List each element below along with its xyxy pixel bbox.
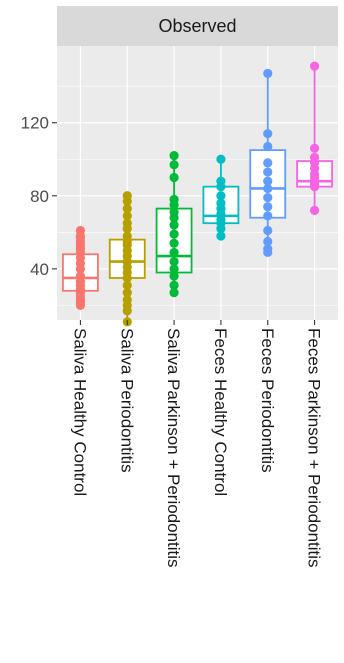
plot-panel bbox=[57, 46, 338, 320]
y-axis: 40 80 120 bbox=[21, 114, 57, 279]
x-category-label: Saliva Healthy Control bbox=[70, 328, 89, 496]
data-point bbox=[122, 224, 132, 234]
x-axis: Saliva Healthy Control Saliva Periodontit… bbox=[70, 320, 324, 568]
data-point bbox=[263, 183, 273, 194]
data-point bbox=[216, 224, 226, 234]
data-point bbox=[309, 182, 320, 192]
data-point bbox=[122, 288, 132, 298]
x-category-label: Feces Periodontitis bbox=[258, 328, 277, 473]
data-point bbox=[169, 200, 179, 210]
data-point bbox=[169, 220, 179, 230]
data-point bbox=[309, 143, 320, 153]
facet-label: Observed bbox=[158, 16, 236, 36]
y-tick-label: 120 bbox=[21, 114, 49, 133]
y-tick-label: 40 bbox=[30, 260, 49, 279]
data-point bbox=[169, 213, 179, 223]
data-point bbox=[122, 273, 132, 283]
x-category-label: Feces Parkinson + Periodontitis bbox=[305, 328, 324, 568]
data-point bbox=[169, 247, 179, 258]
y-tick-label: 80 bbox=[30, 187, 49, 206]
data-point bbox=[216, 191, 226, 201]
box-group bbox=[249, 68, 287, 258]
data-point bbox=[216, 231, 226, 241]
box-group bbox=[155, 151, 193, 298]
data-point bbox=[75, 300, 86, 310]
data-point bbox=[263, 68, 273, 78]
data-point bbox=[263, 247, 273, 258]
data-point bbox=[122, 280, 132, 290]
data-point bbox=[309, 205, 320, 215]
data-point bbox=[169, 238, 179, 248]
data-point bbox=[169, 160, 179, 170]
data-point bbox=[263, 202, 273, 212]
data-point bbox=[263, 158, 273, 168]
boxplots bbox=[62, 61, 333, 327]
data-point bbox=[122, 196, 132, 206]
data-point bbox=[216, 154, 226, 164]
data-point bbox=[169, 256, 179, 267]
data-point bbox=[169, 264, 179, 274]
data-point bbox=[309, 61, 320, 71]
x-category-label: Feces Healthy Control bbox=[211, 328, 230, 496]
data-point bbox=[169, 288, 179, 298]
data-point bbox=[169, 229, 179, 239]
box-group bbox=[296, 61, 333, 215]
data-point bbox=[122, 211, 132, 221]
data-point bbox=[216, 182, 226, 192]
data-point bbox=[263, 211, 273, 221]
data-point bbox=[169, 172, 179, 183]
data-point bbox=[169, 271, 179, 281]
x-category-label: Saliva Parkinson + Periodontitis bbox=[164, 328, 183, 568]
data-point bbox=[263, 225, 273, 236]
strip-header: Observed bbox=[57, 6, 338, 46]
box-group bbox=[62, 225, 99, 310]
x-category-label: Saliva Periodontitis bbox=[117, 328, 136, 473]
box-group bbox=[108, 191, 146, 327]
box-group bbox=[202, 154, 240, 241]
data-point bbox=[122, 203, 132, 214]
data-point bbox=[263, 176, 273, 186]
data-point bbox=[263, 236, 273, 247]
strip-background bbox=[57, 6, 338, 46]
data-point bbox=[263, 167, 273, 177]
data-point bbox=[263, 129, 273, 139]
data-point bbox=[75, 264, 86, 274]
data-point bbox=[122, 306, 132, 316]
data-point bbox=[169, 151, 179, 161]
data-point bbox=[169, 280, 179, 290]
data-point bbox=[263, 141, 273, 152]
data-point bbox=[263, 193, 273, 203]
